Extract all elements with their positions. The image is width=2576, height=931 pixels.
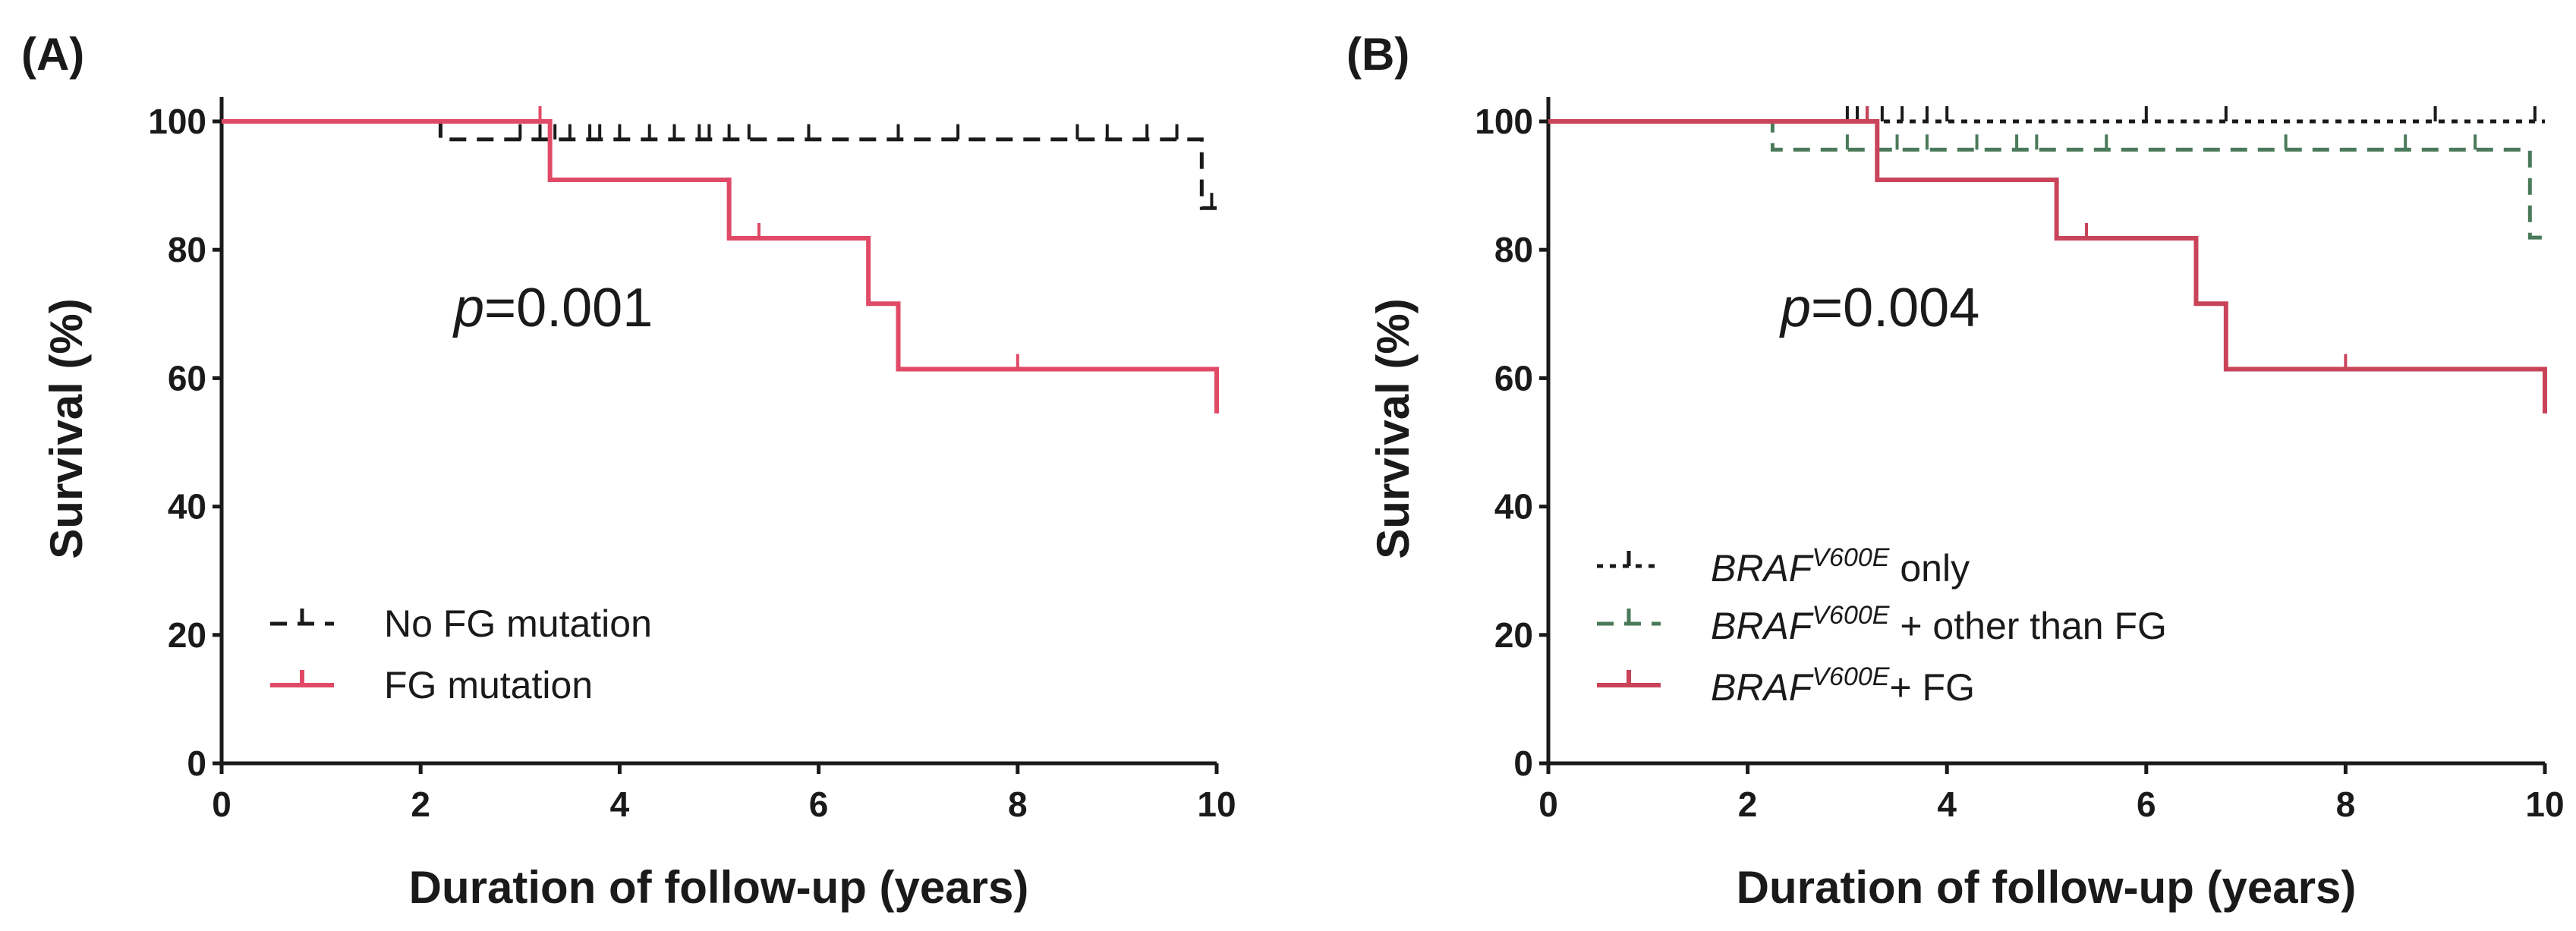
braf-variant-superscript: V600E: [1812, 543, 1889, 572]
legend-label-rest: only: [1889, 547, 1970, 590]
panel-a-p-symbol: p: [452, 278, 484, 338]
panel-a: (A) 0 20 40 60 80 100 0 2 4 6 8 10 Durat…: [21, 29, 1236, 913]
braf-gene-name: BRAF: [1711, 605, 1814, 647]
braf-variant-superscript: V600E: [1812, 662, 1889, 691]
legend-label-rest: + FG: [1889, 666, 1975, 709]
panel-b-ytick-label: 40: [1494, 487, 1533, 527]
panel-b-p-symbol: p: [1779, 278, 1811, 338]
legend-item-braf-fg: BRAFV600E+ FG: [1597, 662, 1975, 709]
braf-variant-superscript: V600E: [1812, 601, 1889, 630]
survival-curve-fg-mutation: [222, 119, 1219, 414]
panel-a-ytick-label: 60: [168, 358, 206, 398]
panel-a-y-ticks: 0 20 40 60 80 100: [148, 102, 206, 783]
panel-a-p-value: p=0.001: [452, 278, 653, 338]
panel-b-x-ticks: 0 2 4 6 8 10: [1538, 785, 2564, 824]
panel-a-ytick-label: 0: [187, 744, 206, 783]
panel-b-ytick-label: 60: [1494, 358, 1533, 398]
panel-b-xtick-label: 10: [2525, 785, 2564, 824]
panel-b-x-axis-title: Duration of follow-up (years): [1737, 862, 2357, 913]
panel-b-p-text: =0.004: [1811, 278, 1979, 338]
panel-b-y-axis-title: Survival (%): [1368, 298, 1419, 558]
braf-gene-name: BRAF: [1711, 547, 1814, 590]
panel-a-legend: No FG mutation FG mutation: [270, 602, 652, 706]
legend-label-braf-fg: BRAFV600E+ FG: [1711, 662, 1975, 709]
panel-a-x-ticks: 0 2 4 6 8 10: [212, 785, 1236, 824]
legend-label-braf-other-than-fg: BRAFV600E + other than FG: [1711, 601, 2167, 647]
legend-item-braf-only: BRAFV600E only: [1597, 543, 1970, 590]
panel-b-ytick-label: 100: [1475, 102, 1533, 141]
panel-b-xtick-label: 8: [2336, 785, 2356, 824]
panel-b-y-ticks: 0 20 40 60 80 100: [1475, 102, 1533, 783]
panel-b-xtick-label: 4: [1937, 785, 1957, 824]
legend-label-no-fg-mutation: No FG mutation: [384, 602, 652, 645]
panel-b-curves: [1548, 106, 2547, 414]
panel-b-label: (B): [1346, 29, 1409, 80]
panel-a-xtick-label: 2: [411, 785, 430, 824]
panel-a-xtick-label: 4: [610, 785, 630, 824]
legend-label-braf-only: BRAFV600E only: [1711, 543, 1970, 590]
braf-gene-name: BRAF: [1711, 666, 1814, 709]
panel-a-ytick-label: 100: [148, 102, 206, 141]
panel-b-p-value: p=0.004: [1779, 278, 1979, 338]
legend-item-braf-other-than-fg: BRAFV600E + other than FG: [1597, 601, 2167, 647]
legend-item-no-fg-mutation: No FG mutation: [270, 602, 652, 645]
panel-a-ytick-label: 80: [168, 230, 206, 269]
panel-a-curves: [222, 106, 1219, 414]
survival-curve-brafv600e-fg: [1548, 119, 2547, 414]
panel-b: (B) 0 20 40 60 80 100 0 2 4 6 8 10 Durat…: [1346, 29, 2565, 913]
survival-curve-brafv600e-other-than-fg: [1548, 119, 2545, 240]
panel-a-xtick-label: 6: [809, 785, 829, 824]
panel-a-p-text: =0.001: [484, 278, 653, 338]
panel-b-ytick-label: 80: [1494, 230, 1533, 269]
panel-a-y-axis-title: Survival (%): [41, 298, 92, 558]
panel-a-xtick-label: 0: [212, 785, 231, 824]
panel-a-xtick-label: 10: [1197, 785, 1236, 824]
panel-a-xtick-label: 8: [1008, 785, 1028, 824]
legend-item-fg-mutation: FG mutation: [270, 664, 593, 706]
panel-b-xtick-label: 2: [1738, 785, 1758, 824]
legend-label-rest: + other than FG: [1889, 605, 2166, 647]
panel-b-xtick-label: 0: [1538, 785, 1558, 824]
panel-a-ytick-label: 40: [168, 487, 206, 527]
panel-b-legend: BRAFV600E only BRAFV600E + other than FG…: [1597, 543, 2167, 709]
panel-b-xtick-label: 6: [2137, 785, 2156, 824]
panel-a-x-axis-title: Duration of follow-up (years): [409, 862, 1029, 913]
panel-a-ytick-label: 20: [168, 615, 206, 655]
panel-a-label: (A): [21, 29, 84, 80]
survival-curve-no-fg-mutation: [222, 119, 1217, 210]
panel-b-ytick-label: 0: [1513, 744, 1533, 783]
panel-b-ytick-label: 20: [1494, 615, 1533, 655]
legend-label-fg-mutation: FG mutation: [384, 664, 593, 706]
